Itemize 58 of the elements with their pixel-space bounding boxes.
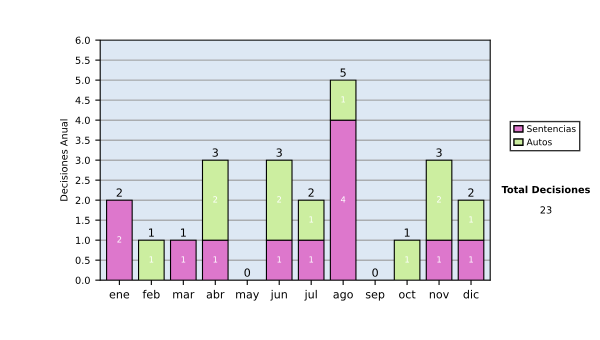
- text: 23: [540, 206, 552, 214]
- x-tick-label: ago: [333, 292, 353, 301]
- x-tick-label: jul: [304, 290, 317, 301]
- x-tick-label: mar: [173, 292, 194, 298]
- total-label: 1: [149, 228, 154, 237]
- total-label: 3: [436, 148, 442, 157]
- y-tick-label: 4.0: [75, 116, 90, 124]
- text: Total Decisiones: [502, 186, 590, 194]
- total-label: 3: [212, 148, 218, 157]
- y-tick-label: 5.5: [76, 56, 90, 64]
- data-label: 1: [405, 256, 409, 262]
- data-label: 1: [182, 256, 186, 262]
- total-label: 2: [308, 188, 314, 197]
- y-tick-label: 2.0: [76, 196, 90, 204]
- total-label: 3: [276, 148, 282, 157]
- y-tick-label: 3.0: [76, 156, 90, 164]
- y-tick-label: 1.5: [76, 216, 90, 224]
- data-label: 1: [469, 216, 473, 222]
- total-label: 1: [181, 228, 186, 237]
- y-tick-label: 5.0: [76, 76, 90, 84]
- x-tick-label: feb: [142, 290, 160, 298]
- x-tick-label: oct: [399, 290, 416, 298]
- data-label: 4: [340, 196, 346, 202]
- data-label: 1: [437, 256, 441, 262]
- y-tick-label: 0.0: [76, 276, 90, 284]
- total-label: 0: [244, 268, 250, 277]
- y-tick-label: 3.5: [76, 136, 90, 144]
- data-label: 1: [277, 256, 282, 262]
- legend-label: Autos: [526, 138, 552, 146]
- data-label: 2: [437, 196, 441, 202]
- total-label: 1: [404, 228, 410, 237]
- legend-label: Sentencias: [527, 125, 576, 132]
- x-tick-label: ene: [110, 292, 130, 298]
- x-tick-label: abr: [206, 290, 224, 298]
- x-tick-label: dic: [464, 290, 478, 298]
- total-label: 2: [116, 188, 122, 197]
- y-tick-label: 4.5: [75, 96, 90, 104]
- x-tick-label: jun: [270, 290, 287, 301]
- data-label: 2: [213, 196, 218, 202]
- total-label: 0: [372, 268, 378, 277]
- total-label: 2: [468, 188, 474, 197]
- total-label: 5: [340, 68, 346, 77]
- data-label: 2: [277, 196, 282, 202]
- x-tick-label: nov: [430, 292, 449, 298]
- y-axis-title: Decisiones Anual: [60, 119, 68, 201]
- data-label: 1: [309, 216, 314, 222]
- data-label: 1: [309, 256, 314, 262]
- x-tick-label: may: [236, 292, 260, 301]
- data-label: 1: [150, 256, 154, 262]
- data-label: 1: [469, 256, 473, 262]
- data-label: 1: [341, 96, 346, 102]
- data-label: 2: [117, 236, 122, 242]
- x-tick-label: sep: [366, 292, 384, 301]
- y-tick-label: 0.5: [76, 256, 90, 264]
- y-tick-label: 6.0: [76, 36, 90, 44]
- y-tick-label: 2.5: [76, 176, 90, 184]
- y-tick-label: 1.0: [76, 236, 90, 244]
- data-label: 1: [214, 256, 218, 262]
